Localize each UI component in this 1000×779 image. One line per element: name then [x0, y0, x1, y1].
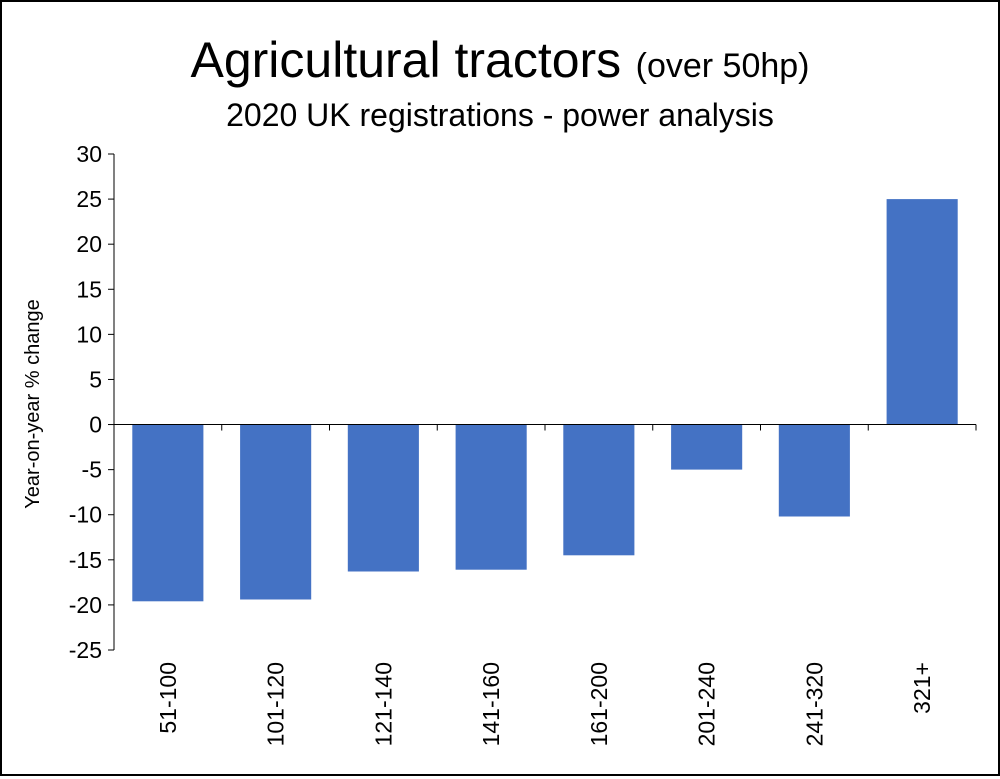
- y-tick-label: 0: [89, 412, 102, 438]
- y-tick-label: -15: [69, 547, 102, 573]
- y-tick-label: -5: [82, 457, 102, 483]
- y-axis-label: Year-on-year % change: [22, 299, 44, 508]
- chart-title-main: Agricultural tractors: [190, 32, 621, 88]
- chart-title: Agricultural tractors (over 50hp): [190, 32, 809, 88]
- y-tick-label: -20: [69, 592, 102, 618]
- x-tick-label: 101-120: [263, 662, 289, 746]
- x-tick-label: 201-240: [694, 662, 720, 746]
- bar-121-140: [347, 424, 419, 572]
- bar-141-160: [455, 424, 527, 570]
- y-tick-label: 15: [76, 276, 102, 302]
- x-tick-label: 51-100: [155, 662, 181, 734]
- y-tick-label: 25: [76, 186, 102, 212]
- bar-241-320: [778, 424, 850, 517]
- bar-321+: [886, 199, 958, 425]
- bar-51-100: [132, 424, 204, 602]
- chart-title-suffix: (over 50hp): [636, 47, 810, 85]
- y-tick-label: -25: [69, 637, 102, 663]
- y-tick-label: 10: [76, 321, 102, 347]
- bars-group: [132, 199, 958, 602]
- y-tick-label: 30: [76, 141, 102, 167]
- x-tick-label: 241-320: [801, 662, 827, 746]
- bar-201-240: [671, 424, 743, 470]
- y-tick-label: 20: [76, 231, 102, 257]
- x-tick-label: 161-200: [586, 662, 612, 746]
- y-tick-label: 5: [89, 366, 102, 392]
- x-tick-label: 321+: [909, 662, 935, 714]
- chart-subtitle: 2020 UK registrations - power analysis: [226, 97, 774, 133]
- axes-group: 30 25 20 15 10 5 0 -5 -10 -15 -20 -25 51-100 101-120 1…: [69, 141, 977, 746]
- x-tick-label: 141-160: [478, 662, 504, 746]
- y-tick-label: -10: [69, 502, 102, 528]
- x-tick-label: 121-140: [370, 662, 396, 746]
- bar-101-120: [240, 424, 312, 600]
- bar-161-200: [563, 424, 635, 556]
